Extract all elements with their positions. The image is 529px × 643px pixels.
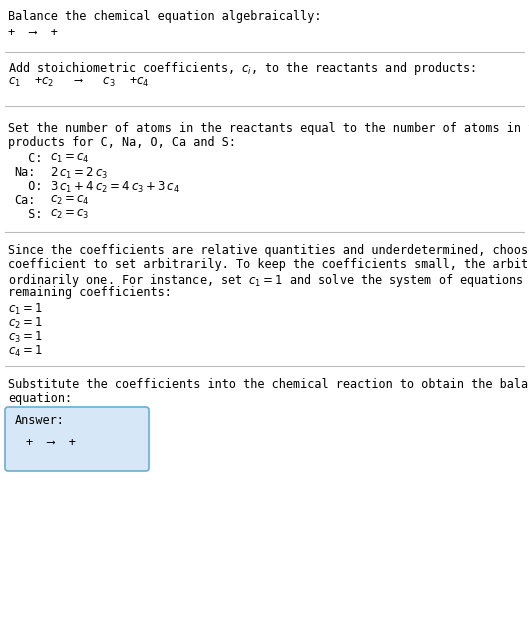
Text: equation:: equation: [8, 392, 72, 405]
Text: $c_1$  +$c_2$   ⟶   $c_3$  +$c_4$: $c_1$ +$c_2$ ⟶ $c_3$ +$c_4$ [8, 76, 149, 89]
Text: remaining coefficients:: remaining coefficients: [8, 286, 172, 299]
Text: Na:: Na: [14, 166, 35, 179]
Text: $c_1 = c_4$: $c_1 = c_4$ [50, 152, 90, 165]
Text: Substitute the coefficients into the chemical reaction to obtain the balanced: Substitute the coefficients into the che… [8, 378, 529, 391]
Text: +  ⟶  +: + ⟶ + [26, 436, 76, 449]
Text: products for C, Na, O, Ca and S:: products for C, Na, O, Ca and S: [8, 136, 236, 149]
Text: C:: C: [14, 152, 42, 165]
Text: O:: O: [14, 180, 42, 193]
Text: ordinarily one. For instance, set $c_1 = 1$ and solve the system of equations fo: ordinarily one. For instance, set $c_1 =… [8, 272, 529, 289]
Text: $3\,c_1 + 4\,c_2 = 4\,c_3 + 3\,c_4$: $3\,c_1 + 4\,c_2 = 4\,c_3 + 3\,c_4$ [50, 180, 180, 195]
Text: Ca:: Ca: [14, 194, 35, 207]
Text: S:: S: [14, 208, 42, 221]
Text: $c_3 = 1$: $c_3 = 1$ [8, 330, 43, 345]
Text: $c_2 = c_3$: $c_2 = c_3$ [50, 208, 89, 221]
Text: $c_2 = 1$: $c_2 = 1$ [8, 316, 43, 331]
Text: $2\,c_1 = 2\,c_3$: $2\,c_1 = 2\,c_3$ [50, 166, 108, 181]
Text: Add stoichiometric coefficients, $c_i$, to the reactants and products:: Add stoichiometric coefficients, $c_i$, … [8, 60, 476, 77]
Text: $c_1 = 1$: $c_1 = 1$ [8, 302, 43, 317]
Text: Balance the chemical equation algebraically:: Balance the chemical equation algebraica… [8, 10, 322, 23]
Text: +  ⟶  +: + ⟶ + [8, 26, 58, 39]
FancyBboxPatch shape [5, 407, 149, 471]
Text: Since the coefficients are relative quantities and underdetermined, choose a: Since the coefficients are relative quan… [8, 244, 529, 257]
Text: Set the number of atoms in the reactants equal to the number of atoms in the: Set the number of atoms in the reactants… [8, 122, 529, 135]
Text: Answer:: Answer: [15, 414, 65, 427]
Text: $c_2 = c_4$: $c_2 = c_4$ [50, 194, 90, 207]
Text: coefficient to set arbitrarily. To keep the coefficients small, the arbitrary va: coefficient to set arbitrarily. To keep … [8, 258, 529, 271]
Text: $c_4 = 1$: $c_4 = 1$ [8, 344, 43, 359]
